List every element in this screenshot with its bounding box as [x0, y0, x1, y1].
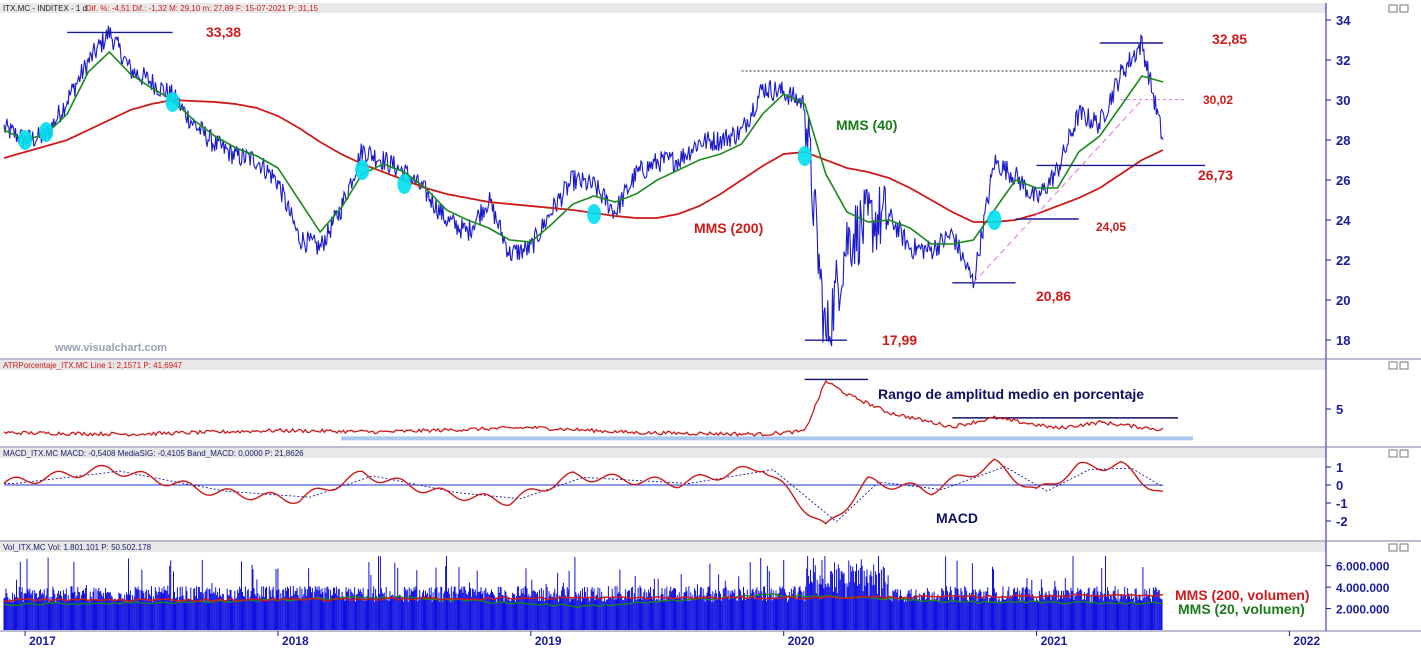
label-high-2017: 33,38	[206, 24, 241, 40]
xtick-label: 2022	[1293, 634, 1320, 648]
price-series-line	[3, 25, 1164, 347]
xtick-label: 2020	[788, 634, 815, 648]
macd-ytick-label: 1	[1336, 460, 1343, 475]
watermark: www.visualchart.com	[54, 342, 167, 354]
atr-header: ATRPorcentaje_ITX.MC Line 1: 2,1571 P: 4…	[3, 361, 183, 370]
volume-header: Vol_ITX.MC Vol: 1.801.101 P: 50.502.178	[3, 543, 152, 552]
xtick-label: 2021	[1041, 634, 1068, 648]
price-ytick-label: 24	[1336, 213, 1351, 228]
atr-close-icon[interactable]	[1399, 361, 1409, 370]
price-ytick-label: 30	[1336, 93, 1350, 108]
vol-ytick-label: 2.000.000	[1336, 603, 1390, 617]
price-panel	[3, 25, 1206, 347]
crossover-marker	[587, 204, 602, 224]
price-ytick-label: 26	[1336, 173, 1350, 188]
price-ytick-label: 18	[1336, 333, 1350, 348]
minimize-icon[interactable]	[1388, 4, 1398, 13]
atr-ytick-label: 5	[1336, 402, 1343, 417]
xtick-label: 2018	[282, 634, 309, 648]
crossover-marker	[797, 146, 812, 166]
label-atr-title: Rango de amplitud medio en porcentaje	[878, 386, 1144, 402]
price-header-values: Dif. %: -4,51 Dif.: -1,32 M: 29,10 m: 27…	[86, 4, 319, 13]
label-level-30: 30,02	[1203, 93, 1233, 107]
label-low-2020: 17,99	[882, 332, 917, 348]
price-ytick-label: 34	[1336, 13, 1351, 28]
label-low-2020b: 20,86	[1036, 288, 1071, 304]
label-vol20: MMS (20, volumen)	[1178, 601, 1305, 617]
volume-panel-header	[0, 542, 1326, 552]
macd-ytick-label: -2	[1336, 514, 1348, 529]
crossover-marker	[39, 122, 54, 142]
xtick-label: 2017	[29, 634, 56, 648]
trendline-dashed	[972, 99, 1143, 284]
label-support-24: 24,05	[1096, 220, 1126, 234]
vol-ytick-label: 6.000.000	[1336, 560, 1390, 574]
vol-mms200-line	[3, 593, 1164, 602]
label-mms40: MMS (40)	[836, 117, 897, 133]
macd-ytick-label: -1	[1336, 496, 1348, 511]
crossover-marker	[987, 210, 1002, 230]
label-vol200: MMS (200, volumen)	[1175, 587, 1310, 603]
price-ytick-label: 32	[1336, 53, 1350, 68]
macd-close-icon[interactable]	[1399, 449, 1409, 458]
panel-controls[interactable]	[1388, 4, 1409, 552]
volume-minimize-icon[interactable]	[1388, 543, 1398, 552]
price-header-symbol: ITX.MC - INDITEX - 1 d	[3, 4, 87, 13]
price-ytick-label: 20	[1336, 293, 1350, 308]
mms200-line	[3, 99, 1164, 223]
label-macd-title: MACD	[936, 510, 978, 526]
macd-series-line	[3, 458, 1164, 525]
label-mms200: MMS (200)	[694, 220, 763, 236]
volume-panel	[3, 556, 1164, 630]
macd-ytick-label: 0	[1336, 478, 1343, 493]
price-ytick-label: 28	[1336, 133, 1350, 148]
crossover-marker	[355, 160, 370, 180]
atr-baseline-band	[341, 436, 1193, 441]
vol-ytick-label: 4.000.000	[1336, 581, 1390, 595]
price-panel-header	[0, 3, 1326, 13]
atr-panel	[3, 378, 1193, 441]
macd-panel-header	[0, 448, 1326, 458]
label-high-2021: 32,85	[1212, 31, 1247, 47]
volume-close-icon[interactable]	[1399, 543, 1409, 552]
price-ytick-label: 22	[1336, 253, 1350, 268]
crossover-marker	[397, 174, 412, 194]
axis-labels: 182022242628303234510-1-26.000.0004.000.…	[24, 13, 1390, 648]
crossover-marker	[18, 130, 33, 150]
macd-panel	[3, 458, 1164, 525]
atr-panel-header	[0, 360, 1326, 370]
crossover-marker	[165, 92, 180, 112]
atr-series-line	[3, 379, 1164, 437]
xtick-label: 2019	[535, 634, 562, 648]
macd-minimize-icon[interactable]	[1388, 449, 1398, 458]
close-icon[interactable]	[1399, 4, 1409, 13]
label-level-26: 26,73	[1198, 167, 1233, 183]
mms40-line	[3, 50, 1164, 245]
macd-header: MACD_ITX.MC MACD: -0,5408 MediaSIG: -0,4…	[3, 449, 304, 458]
atr-minimize-icon[interactable]	[1388, 361, 1398, 370]
